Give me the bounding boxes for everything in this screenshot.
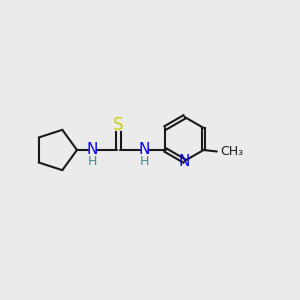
Text: H: H bbox=[88, 155, 97, 168]
Text: N: N bbox=[179, 154, 190, 169]
Text: N: N bbox=[138, 142, 150, 158]
Text: S: S bbox=[113, 116, 124, 134]
Text: H: H bbox=[140, 155, 149, 168]
Text: N: N bbox=[87, 142, 98, 158]
Text: CH₃: CH₃ bbox=[220, 145, 243, 158]
